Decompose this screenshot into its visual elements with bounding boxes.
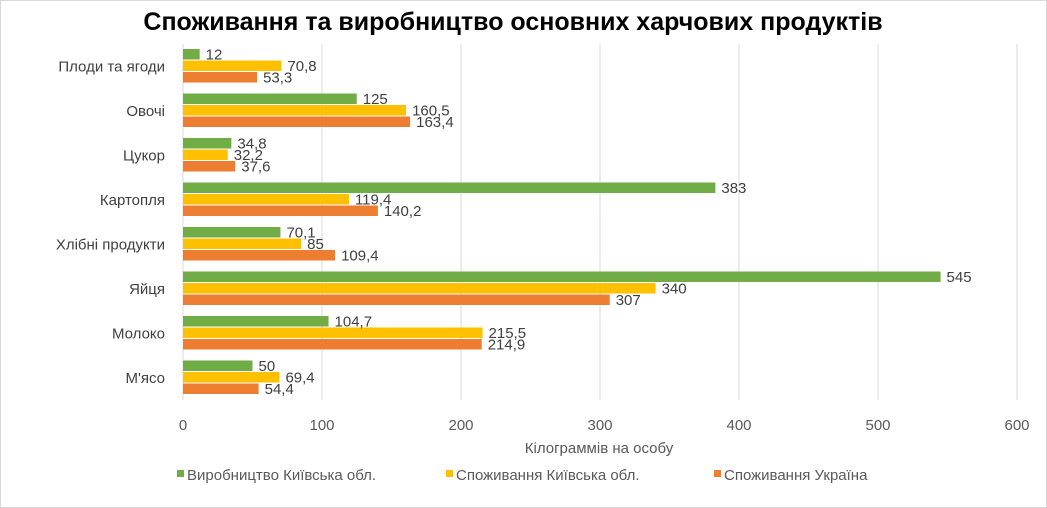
category-label: Плоди та ягоди xyxy=(58,58,165,75)
bar xyxy=(183,271,941,282)
bar xyxy=(183,161,236,172)
bar xyxy=(183,182,716,193)
bars xyxy=(183,49,941,394)
data-label: 307 xyxy=(616,292,641,309)
data-label: 37,6 xyxy=(241,159,270,176)
bar xyxy=(183,238,302,249)
data-label: 54,4 xyxy=(265,381,294,398)
data-label: 69,4 xyxy=(285,370,314,387)
bar xyxy=(183,327,483,338)
legend: Виробництво Київська обл. Споживання Київ… xyxy=(177,467,868,484)
x-tick-label: 300 xyxy=(587,417,612,434)
bar xyxy=(183,227,281,238)
data-label: 383 xyxy=(721,180,746,197)
data-label: 34,8 xyxy=(237,136,266,153)
data-label: 109,4 xyxy=(341,248,379,265)
bar xyxy=(183,149,228,160)
x-tick-label: 200 xyxy=(448,417,473,434)
data-label: 104,7 xyxy=(335,314,373,331)
bar xyxy=(183,360,253,371)
data-label: 340 xyxy=(662,281,687,298)
bar xyxy=(183,60,282,71)
data-label: 70,8 xyxy=(287,58,316,75)
data-label: 119,4 xyxy=(355,192,391,209)
data-label: 85 xyxy=(307,236,324,253)
data-label: 70,1 xyxy=(286,225,315,242)
category-label: Картопля xyxy=(100,192,165,209)
category-label: Молоко xyxy=(112,325,165,342)
data-label: 12 xyxy=(206,47,223,64)
x-tick-labels: 0 100 200 300 400 500 600 xyxy=(179,417,1030,434)
data-label: 160,5 xyxy=(412,103,450,120)
bar xyxy=(183,93,357,104)
bar xyxy=(183,116,411,127)
bar xyxy=(183,294,610,305)
bar xyxy=(183,383,259,394)
legend-swatch xyxy=(446,470,453,477)
chart-title: Споживання та виробництво основних харчо… xyxy=(143,8,882,36)
data-label: 32,2 xyxy=(234,147,263,164)
x-tick-label: 600 xyxy=(1004,417,1029,434)
legend-label: Споживання Київська обл. xyxy=(456,467,640,484)
data-label: 125 xyxy=(363,91,388,108)
category-label: М'ясо xyxy=(126,370,166,387)
category-labels: Плоди та ягоди Овочі Цукор Картопля Хлібні п… xyxy=(56,58,165,387)
x-tick-label: 500 xyxy=(865,417,890,434)
category-label: Хлібні продукти xyxy=(56,236,165,253)
data-label: 545 xyxy=(947,269,972,286)
category-label: Яйця xyxy=(129,281,165,298)
data-label: 163,4 xyxy=(416,114,454,131)
data-label: 53,3 xyxy=(263,70,292,87)
legend-label: Споживання Україна xyxy=(724,467,868,484)
data-label: 214,9 xyxy=(488,337,526,354)
legend-swatch xyxy=(177,470,184,477)
category-label: Овочі xyxy=(126,103,165,120)
legend-label: Виробництво Київська обл. xyxy=(187,467,376,484)
bar xyxy=(183,194,349,205)
bar xyxy=(183,250,336,261)
bar xyxy=(183,49,200,60)
legend-swatch xyxy=(714,470,721,477)
bar xyxy=(183,283,656,294)
data-label: 50 xyxy=(259,358,276,375)
bar xyxy=(183,316,329,327)
data-label: 215,5 xyxy=(489,325,527,342)
bar xyxy=(183,205,378,216)
x-tick-label: 100 xyxy=(309,417,334,434)
category-label: Цукор xyxy=(123,147,165,164)
bar xyxy=(183,372,280,383)
bar xyxy=(183,72,258,83)
bar xyxy=(183,138,232,149)
x-tick-label: 400 xyxy=(726,417,751,434)
bar xyxy=(183,339,482,350)
bar xyxy=(183,105,407,116)
x-tick-label: 0 xyxy=(179,417,187,434)
data-label: 140,2 xyxy=(384,203,422,220)
x-axis-label: Кілограммів на особу xyxy=(525,440,674,457)
